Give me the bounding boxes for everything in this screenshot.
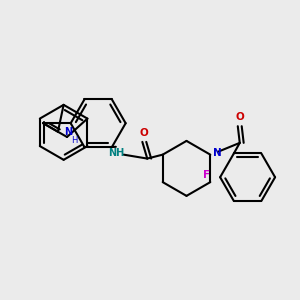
Text: O: O: [236, 112, 244, 122]
Text: N: N: [213, 148, 221, 158]
Text: O: O: [140, 128, 149, 138]
Text: N: N: [64, 127, 72, 137]
Text: F: F: [203, 170, 210, 180]
Text: H: H: [71, 136, 77, 146]
Text: NH: NH: [108, 148, 124, 158]
